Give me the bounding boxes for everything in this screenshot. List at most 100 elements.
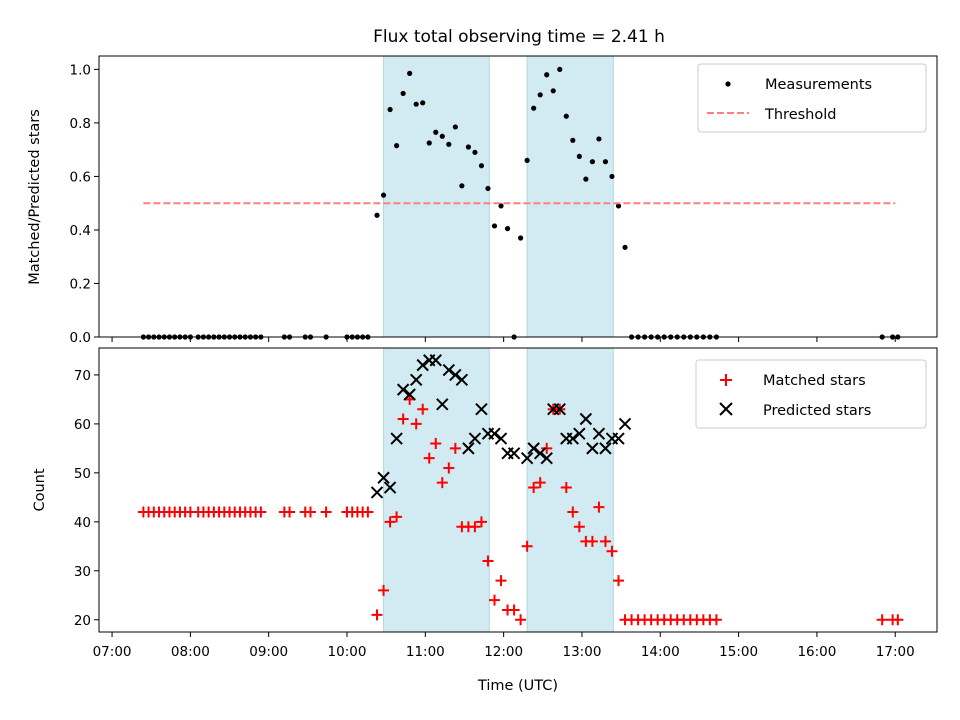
y-tick-label: 30 xyxy=(74,564,91,580)
measurements-point xyxy=(472,149,478,155)
predicted-stars-point xyxy=(449,368,462,382)
measurements-point xyxy=(407,70,413,76)
measurements-point xyxy=(420,100,426,106)
measurements-point xyxy=(557,66,563,72)
measurements-point xyxy=(504,226,511,232)
predicted-stars-point xyxy=(540,451,553,465)
predicted-stars-point xyxy=(468,432,482,445)
shaded-intervals xyxy=(383,55,614,338)
predicted-stars-point xyxy=(403,388,416,401)
measurements-point xyxy=(413,101,419,107)
matched-stars-point xyxy=(606,545,618,557)
y-tick-label: 60 xyxy=(74,417,91,433)
predicted-stars-point xyxy=(566,432,580,445)
measurements-point xyxy=(622,244,628,250)
predicted-stars-point xyxy=(520,451,534,465)
measurements-point xyxy=(609,173,615,180)
bottom-panel-y-label: Count xyxy=(32,468,48,511)
top-panel-x-ticks xyxy=(111,337,896,342)
bottom-panel: 20 30 40 50 60 70 07:00 08:00 09:00 10:00 11:00 12… xyxy=(32,347,938,694)
measurements-point xyxy=(478,163,485,169)
matched-stars-point xyxy=(362,506,374,518)
predicted-stars-point xyxy=(442,363,456,377)
measurements-point xyxy=(446,141,452,147)
matched-stars-point xyxy=(436,477,448,489)
matched-stars-point xyxy=(284,506,296,518)
x-tick-label: 15:00 xyxy=(719,644,758,660)
predicted-stars-point xyxy=(409,373,423,387)
x-tick-label: 08:00 xyxy=(171,644,210,660)
shaded-interval-2 xyxy=(526,55,614,338)
measurements-legend-marker xyxy=(725,81,731,87)
measurements-point xyxy=(544,72,550,78)
matched-stars-point xyxy=(521,540,533,552)
bottom-panel-legend: Matched stars Predicted stars xyxy=(695,359,927,429)
matched-stars-point xyxy=(534,477,546,489)
measurements-point xyxy=(426,140,432,146)
measurements-point xyxy=(524,157,530,163)
measurements-point xyxy=(570,137,576,143)
y-tick-label: 20 xyxy=(74,613,91,629)
measurements-point xyxy=(433,129,439,135)
y-tick-label: 0.0 xyxy=(70,330,91,346)
matched-stars-point xyxy=(528,482,540,494)
measurements-legend-label: Measurements xyxy=(765,77,872,93)
predicted-stars-point xyxy=(586,442,599,455)
matched-stars-point xyxy=(541,442,553,454)
top-panel: 0.0 0.2 0.4 0.6 0.8 1.0 Matched/Predicted sta… xyxy=(27,55,938,346)
top-panel-y-label: Matched/Predicted stars xyxy=(27,109,43,285)
y-tick-label: 0.6 xyxy=(70,169,91,185)
matched-stars-point xyxy=(384,516,396,528)
y-tick-label: 1.0 xyxy=(70,62,91,78)
predicted-stars-point xyxy=(396,383,410,396)
y-tick-label: 70 xyxy=(74,368,91,384)
predicted-stars-point xyxy=(488,427,501,440)
bottom-legend-box xyxy=(695,359,927,429)
x-tick-label: 11:00 xyxy=(406,644,445,660)
x-tick-label: 12:00 xyxy=(484,644,523,660)
bottom-panel-x-ticks: 07:00 08:00 09:00 10:00 11:00 12:00 13:00 14:00… xyxy=(93,632,915,660)
x-tick-label: 09:00 xyxy=(249,644,288,660)
shaded-interval-1 xyxy=(383,55,490,338)
measurements-point xyxy=(387,106,393,113)
matched-stars-point xyxy=(560,482,572,494)
measurements-point xyxy=(459,183,465,189)
matched-stars-point xyxy=(515,614,527,626)
predicted-legend-marker xyxy=(719,402,733,416)
matched-stars-point xyxy=(378,584,390,596)
matched-stars-point xyxy=(304,506,316,518)
matched-stars-point xyxy=(443,462,455,474)
predicted-stars-point xyxy=(462,442,475,455)
predicted-stars-point xyxy=(573,427,586,440)
matched-stars-point xyxy=(573,521,585,533)
y-tick-label: 0.8 xyxy=(70,116,91,132)
bottom-panel-series xyxy=(137,354,904,626)
measurements-point xyxy=(491,223,498,229)
matched-stars-point xyxy=(567,506,579,518)
matched-stars-point xyxy=(593,501,605,513)
predicted-stars-point xyxy=(592,427,606,440)
y-tick-label: 50 xyxy=(74,466,91,482)
predicted-stars-point xyxy=(436,398,449,411)
predicted-stars-point xyxy=(618,417,632,431)
measurements-point xyxy=(498,203,504,209)
measurements-point xyxy=(439,133,445,139)
measurements-point xyxy=(550,88,556,94)
matched-stars-point xyxy=(449,442,461,454)
predicted-stars-point xyxy=(455,373,469,387)
predicted-stars-point xyxy=(429,354,442,367)
predicted-stars-point xyxy=(475,402,488,416)
predicted-legend-label: Predicted stars xyxy=(763,403,871,419)
matched-stars-point xyxy=(892,614,904,626)
shaded-interval-1 xyxy=(383,347,490,633)
matched-stars-point xyxy=(417,403,429,415)
measurements-point xyxy=(531,105,537,111)
matched-stars-point xyxy=(475,516,487,528)
matched-stars-point xyxy=(371,609,383,621)
top-panel-frame xyxy=(98,55,938,338)
predicted-stars-point xyxy=(553,402,566,416)
measurements-point xyxy=(576,153,582,159)
predicted-stars-point xyxy=(383,481,397,494)
matched-stars-point xyxy=(410,418,422,430)
matched-stars-point xyxy=(586,535,598,547)
